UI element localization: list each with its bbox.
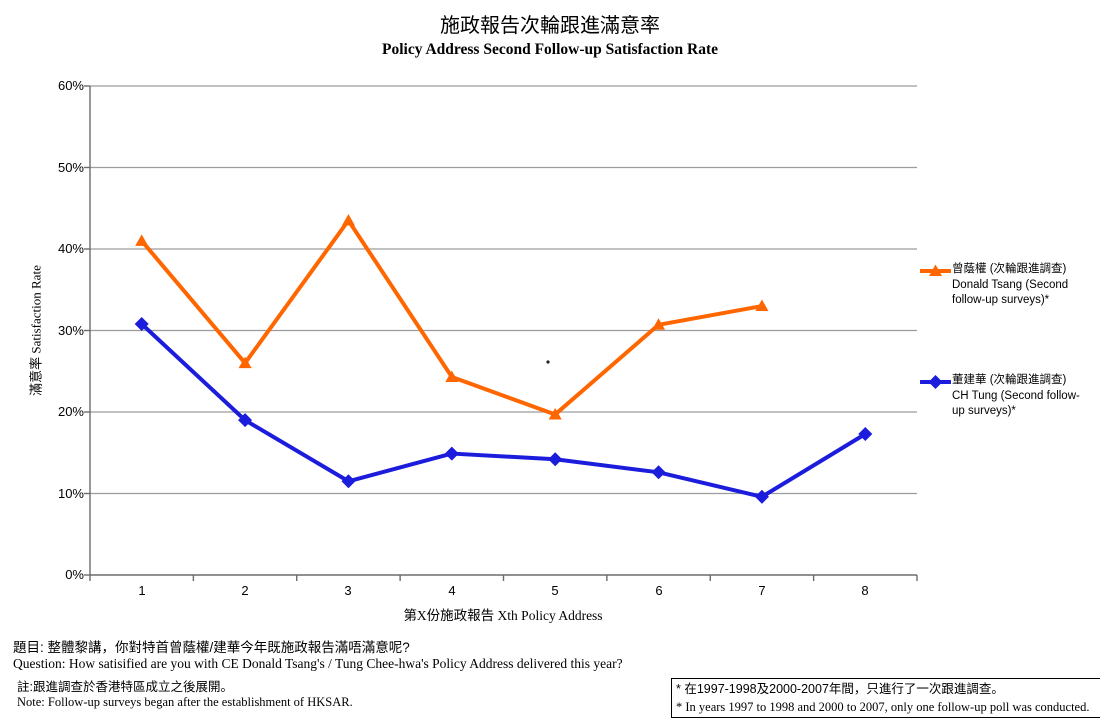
series-marker-1 xyxy=(134,316,149,331)
x-tick-label: 7 xyxy=(758,583,766,598)
x-tick-label: 5 xyxy=(551,583,559,598)
x-tick-label: 8 xyxy=(861,583,869,598)
x-tick-label: 1 xyxy=(138,583,146,598)
legend-marker-tsang xyxy=(920,264,951,276)
x-tick-label: 3 xyxy=(344,583,352,598)
series-marker-0 xyxy=(548,407,562,420)
x-tick-label: 4 xyxy=(448,583,456,598)
x-tick-label: 2 xyxy=(241,583,249,598)
y-tick-label: 40% xyxy=(57,241,84,256)
note-text-en: Note: Follow-up surveys began after the … xyxy=(17,695,353,709)
legend-label-tung-en: CH Tung (Second follow- xyxy=(952,389,1080,402)
legend-label-tung-en: up surveys)* xyxy=(952,405,1016,417)
question-text-zh: 題目: 整體黎講，你對特首曾蔭權/建華今年既施政報告滿唔滿意呢? xyxy=(13,640,410,655)
question-text-en: Question: How satisified are you with CE… xyxy=(13,656,623,671)
y-tick-label: 10% xyxy=(57,485,84,501)
series-marker-0 xyxy=(238,356,252,369)
y-tick-label: 0% xyxy=(65,567,84,582)
footnote-text-zh: * 在1997-1998及2000-2007年間，只進行了一次跟進調查。 xyxy=(676,682,1004,696)
y-tick-label: 60% xyxy=(57,78,84,93)
legend-label-tsang-en: follow-up surveys)* xyxy=(952,294,1050,306)
legend-label-tsang-en: Donald Tsang (Second xyxy=(952,278,1069,291)
chart-title-en: Policy Address Second Follow-up Satisfac… xyxy=(382,41,718,58)
series-marker-0 xyxy=(341,213,355,226)
x-axis-title: 第X份施政報告 Xth Policy Address xyxy=(403,608,603,623)
series-marker-1 xyxy=(548,452,563,467)
x-tick-label: 6 xyxy=(655,583,663,598)
legend-entry-tsang: 曾蔭權 (次輪跟進調查) Donald Tsang (Second follow… xyxy=(920,262,1098,309)
series-marker-1 xyxy=(444,446,459,461)
footnote-box: * 在1997-1998及2000-2007年間，只進行了一次跟進調查。 * I… xyxy=(671,678,1100,718)
legend-glyph xyxy=(928,375,943,389)
series-marker-1 xyxy=(238,413,253,428)
series-marker-1 xyxy=(858,427,873,442)
legend-label-tsang-zh: 曾蔭權 (次輪跟進調查) xyxy=(952,263,1067,275)
series-marker-0 xyxy=(135,234,149,246)
legend-glyph xyxy=(929,264,942,276)
y-tick-label: 50% xyxy=(57,159,84,175)
note-text-zh: 註:跟進調查於香港特區成立之後展開。 xyxy=(17,680,233,694)
series-marker-1 xyxy=(754,489,769,504)
footnote-text-en: * In years 1997 to 1998 and 2000 to 2007… xyxy=(676,700,1090,714)
y-axis-title: 滿意率 Satisfaction Rate xyxy=(28,265,44,396)
series-marker-1 xyxy=(651,465,666,480)
legend-marker-tung xyxy=(920,375,951,389)
stray-dot xyxy=(546,360,550,364)
series-marker-0 xyxy=(755,299,769,312)
y-tick-label: 20% xyxy=(57,404,84,419)
series-line-1 xyxy=(139,321,868,499)
chart-title-zh: 施政報告次輪跟進滿意率 xyxy=(440,15,660,37)
y-tick-label: 30% xyxy=(57,322,84,338)
legend-entry-tung: 董建華 (次輪跟進調查) CH Tung (Second follow- up … xyxy=(920,373,1098,420)
series-marker-1 xyxy=(341,474,356,489)
legend-label-tung-zh: 董建華 (次輪跟進調查) xyxy=(952,374,1067,386)
series-marker-0 xyxy=(445,370,459,382)
series-marker-0 xyxy=(652,318,666,330)
